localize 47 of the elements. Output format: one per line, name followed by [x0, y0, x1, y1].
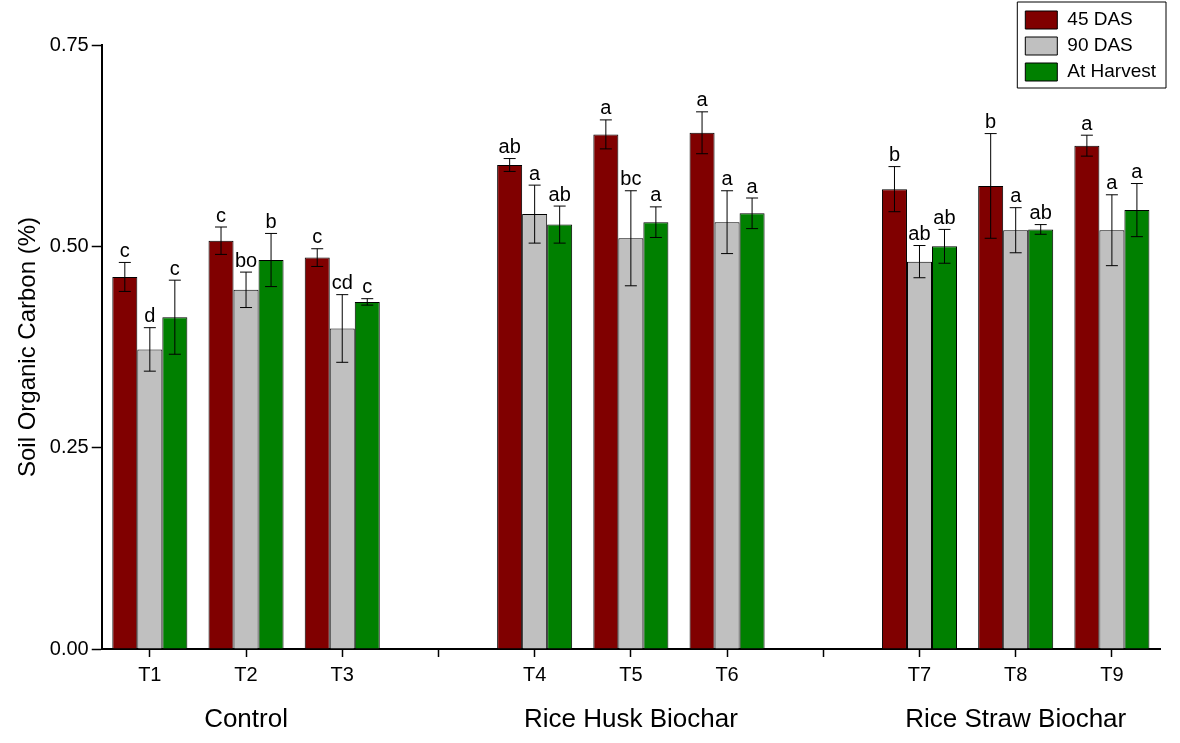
y-tick-label: 0.75 [49, 32, 89, 55]
data-label: ab [933, 205, 956, 228]
x-tick-label: T7 [907, 662, 932, 685]
y-tick-label: 0.50 [49, 233, 89, 256]
data-label: c [312, 225, 323, 248]
data-label: a [529, 161, 542, 184]
data-label: cd [331, 271, 353, 294]
data-label: b [888, 143, 901, 166]
y-axis-title: Soil Organic Carbon (%) [13, 216, 41, 478]
x-tick-label: T8 [1004, 662, 1028, 685]
legend-label: At Harvest [1067, 60, 1157, 82]
data-label: bo [234, 248, 258, 271]
data-label: a [1081, 111, 1094, 134]
data-label: a [721, 167, 734, 190]
data-label: d [144, 304, 156, 327]
x-tick-label: T4 [522, 662, 547, 685]
text: Control [204, 703, 288, 734]
x-tick-label: T1 [138, 662, 162, 685]
data-label: c [119, 238, 130, 261]
text: Rice Straw Biochar [905, 703, 1127, 734]
x-tick-label: T9 [1100, 662, 1124, 685]
data-label: ab [548, 182, 571, 205]
legend-label: 45 DAS [1067, 8, 1133, 30]
y-tick-label: 0.25 [49, 435, 89, 458]
data-label: a [600, 96, 613, 119]
data-label: a [1010, 184, 1023, 207]
data-label: c [216, 203, 227, 226]
x-tick-label: T6 [715, 662, 739, 685]
data-label: b [985, 110, 997, 133]
text: Rice Husk Biochar [523, 703, 739, 734]
data-label: b [265, 209, 277, 232]
x-tick-label: T3 [330, 662, 354, 685]
data-label: a [1106, 171, 1119, 194]
x-tick-label: T5 [619, 662, 643, 685]
data-label: a [696, 88, 709, 111]
data-label: c [169, 256, 180, 279]
data-label: a [746, 174, 759, 197]
data-label: ab [1029, 201, 1052, 224]
legend-label: 90 DAS [1067, 34, 1133, 56]
data-label: ab [498, 135, 521, 158]
data-label: ab [908, 222, 931, 245]
data-label: bc [620, 167, 642, 190]
x-tick-label: T2 [234, 662, 258, 685]
data-label: a [1131, 160, 1144, 183]
data-label: c [362, 275, 373, 298]
data-label: a [650, 183, 663, 206]
y-tick-label: 0.00 [49, 636, 89, 659]
